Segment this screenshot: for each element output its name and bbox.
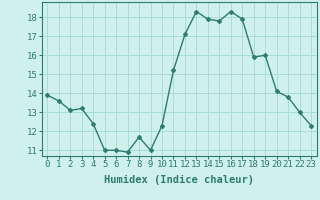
- X-axis label: Humidex (Indice chaleur): Humidex (Indice chaleur): [104, 175, 254, 185]
